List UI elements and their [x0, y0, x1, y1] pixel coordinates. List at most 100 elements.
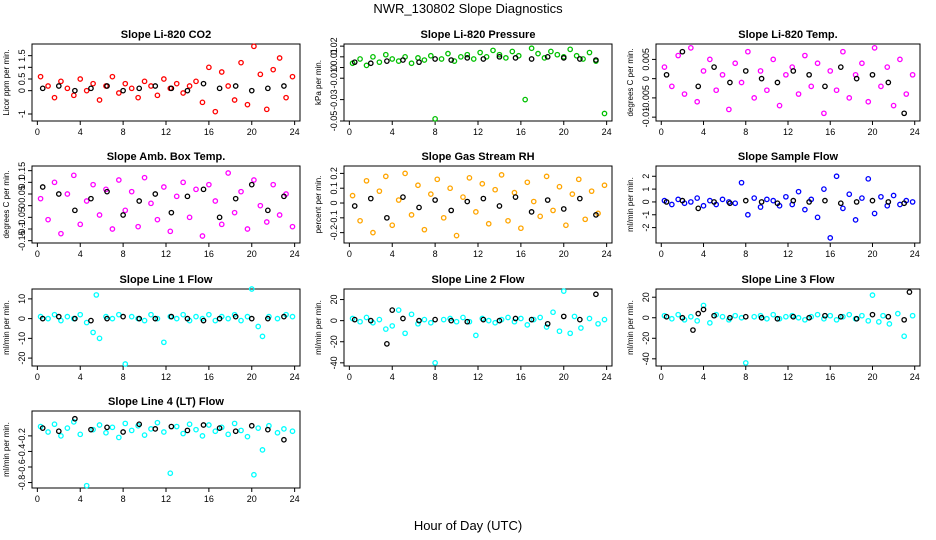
data-point [400, 57, 406, 63]
data-point [668, 201, 675, 208]
data-point [530, 316, 537, 323]
data-point [460, 314, 466, 321]
data-point [464, 198, 471, 205]
y-tick-label: -0.8 [17, 475, 27, 491]
data-point [679, 197, 686, 204]
data-point [865, 98, 872, 105]
data-point [593, 212, 599, 218]
data-point [251, 43, 257, 50]
data-point [232, 428, 239, 435]
data-point [376, 316, 383, 323]
data-point [575, 176, 582, 183]
panel-title: Slope Line 1 Flow [120, 274, 213, 286]
panel-8: Slope Line 2 Flow ml/min per min. 0 4 8 12 16 2… [314, 274, 613, 382]
y-axis-label: Licor ppm per min. [2, 49, 11, 115]
x-tick-label: 4 [701, 249, 706, 259]
data-point [104, 83, 110, 89]
panel-title: Slope Gas Stream RH [421, 151, 534, 163]
data-point [115, 434, 122, 441]
data-point [511, 318, 518, 325]
data-point [802, 52, 808, 59]
panel-4: Slope Amb. Box Temp. degrees C per min. 0 4… [2, 151, 301, 259]
data-point [154, 216, 161, 223]
series-1 [37, 419, 296, 489]
data-point [727, 79, 733, 86]
data-point [173, 315, 180, 322]
data-point [711, 312, 717, 319]
data-point [120, 87, 126, 94]
data-point [448, 317, 455, 324]
data-point [894, 310, 901, 317]
data-point [55, 313, 62, 320]
x-tick-label: 20 [247, 249, 257, 259]
x-tick-label: 12 [473, 127, 483, 137]
data-point [427, 191, 434, 197]
series-2 [351, 291, 599, 347]
data-point [216, 315, 223, 322]
data-point [402, 170, 408, 177]
x-tick-label: 24 [290, 494, 300, 504]
data-point [550, 309, 556, 316]
plot-frame [655, 43, 921, 122]
data-point [122, 207, 129, 214]
data-point [464, 318, 471, 325]
panel-title: Slope Sample Flow [738, 151, 839, 163]
data-point [77, 221, 84, 228]
data-point [416, 59, 422, 66]
data-point [232, 195, 239, 202]
data-point [109, 226, 116, 232]
data-point [255, 425, 262, 431]
data-point [567, 46, 574, 53]
panel-title: Slope Line 3 Flow [742, 274, 835, 286]
data-point [518, 225, 524, 232]
data-point [707, 56, 713, 63]
data-point [382, 173, 389, 180]
series-1 [661, 44, 916, 117]
data-point [901, 110, 908, 117]
data-point [264, 426, 271, 433]
data-point [200, 186, 207, 193]
data-point [276, 212, 283, 218]
data-point [578, 325, 584, 331]
data-point [70, 419, 77, 425]
x-tick-label: 4 [78, 494, 83, 504]
y-axis-label: ml/min per min. [2, 300, 11, 355]
data-point [432, 359, 438, 366]
data-point [827, 68, 834, 74]
x-tick-label: 0 [659, 127, 664, 137]
data-point [569, 191, 576, 197]
data-point [88, 317, 94, 324]
data-point [180, 311, 187, 318]
data-point [389, 56, 396, 62]
data-point [492, 186, 499, 193]
data-point [528, 209, 535, 215]
data-point [503, 55, 509, 61]
data-point [64, 313, 71, 320]
data-point [206, 181, 212, 188]
data-point [512, 194, 519, 200]
data-point [833, 173, 840, 180]
data-point [351, 59, 358, 66]
data-point [447, 185, 453, 192]
data-point [505, 217, 511, 224]
data-point [556, 328, 563, 335]
data-point [726, 106, 732, 113]
data-point [274, 315, 281, 322]
data-point [853, 315, 860, 322]
data-point [453, 232, 460, 239]
data-point [906, 289, 913, 295]
data-point [37, 73, 44, 80]
data-point [833, 316, 840, 323]
y-tick-label: 0 [329, 65, 339, 70]
data-point [161, 429, 167, 435]
panel-2: Slope Li-820 Pressure kPa per min. 0 4 8 12 16… [314, 29, 613, 137]
data-point [421, 226, 428, 233]
data-point [180, 179, 187, 186]
data-point [64, 85, 71, 92]
data-point [115, 311, 122, 318]
data-point [55, 428, 62, 435]
data-point [193, 186, 199, 193]
series-1 [349, 45, 608, 122]
y-tick-label: 0.02 [329, 37, 339, 55]
data-point [742, 197, 749, 204]
